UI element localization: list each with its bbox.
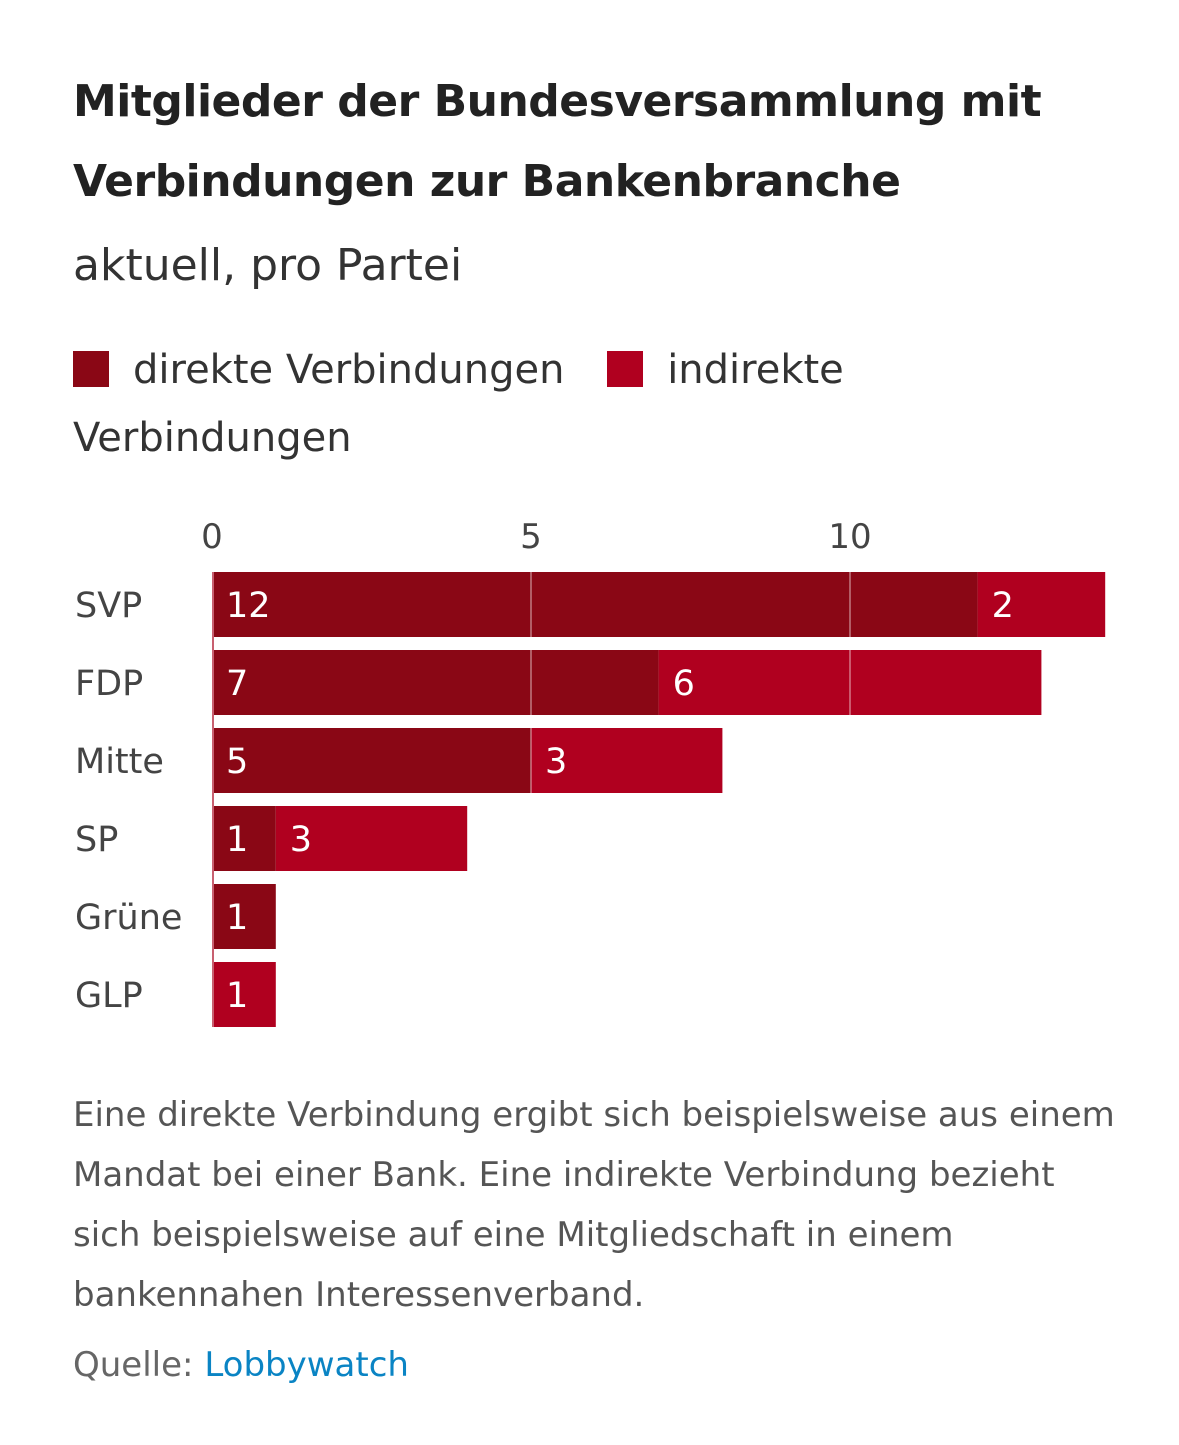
legend-label-direct: direkte Verbindungen	[133, 347, 565, 393]
legend-item-direct: direkte Verbindungen	[73, 347, 564, 393]
x-tick-label: 5	[520, 517, 542, 557]
data-label: 5	[226, 742, 248, 782]
data-label: 7	[226, 664, 248, 704]
category-label: Grüne	[75, 898, 182, 938]
category-label: Mitte	[75, 742, 164, 782]
bar-segment	[212, 962, 276, 1027]
bar-segment	[531, 728, 723, 793]
bar-segment	[212, 650, 659, 715]
data-label: 12	[226, 586, 271, 626]
x-tick-label: 10	[828, 517, 871, 557]
source: Quelle: Lobbywatch	[73, 1345, 409, 1385]
category-label: SVP	[75, 586, 142, 626]
footnote: Eine direkte Verbindung ergibt sich beis…	[73, 1095, 1115, 1315]
data-label: 1	[226, 976, 248, 1016]
bar-segment	[212, 728, 531, 793]
legend-label-indirect: indirekte Verbindungen	[73, 347, 844, 461]
x-tick-label: 0	[201, 517, 223, 557]
bar-segment	[212, 806, 276, 871]
data-label: 1	[226, 820, 248, 860]
legend-swatch-indirect	[607, 351, 644, 387]
chart-subtitle: aktuell, pro Partei	[73, 240, 463, 291]
data-label: 3	[290, 820, 312, 860]
legend-swatch-direct	[73, 351, 109, 387]
source-label: Quelle:	[73, 1345, 194, 1385]
data-label: 6	[673, 664, 695, 704]
chart-title: Mitglieder der Bundesversammlung mit Ver…	[73, 76, 1042, 207]
legend-item-indirect: indirekte Verbindungen	[73, 347, 844, 461]
category-label: GLP	[75, 976, 143, 1016]
bar-segment	[977, 572, 1106, 637]
data-label: 3	[545, 742, 567, 782]
bar-segment	[275, 806, 468, 871]
bar-chart: 0 5 10 SVP 12 2 FDP 7 6 Mitte 5 3 SP 1 3 Grüne 1 GLP 1	[75, 517, 1106, 1027]
source-link[interactable]: Lobbywatch	[204, 1345, 409, 1385]
legend: direkte Verbindungen indirekte Verbindun…	[73, 336, 973, 472]
bar-segment	[212, 572, 978, 637]
category-label: SP	[75, 820, 118, 860]
category-label: FDP	[75, 664, 143, 704]
data-label: 2	[992, 586, 1014, 626]
bar-segment	[658, 650, 1042, 715]
data-label: 1	[226, 898, 248, 938]
bar-segment	[212, 884, 276, 949]
